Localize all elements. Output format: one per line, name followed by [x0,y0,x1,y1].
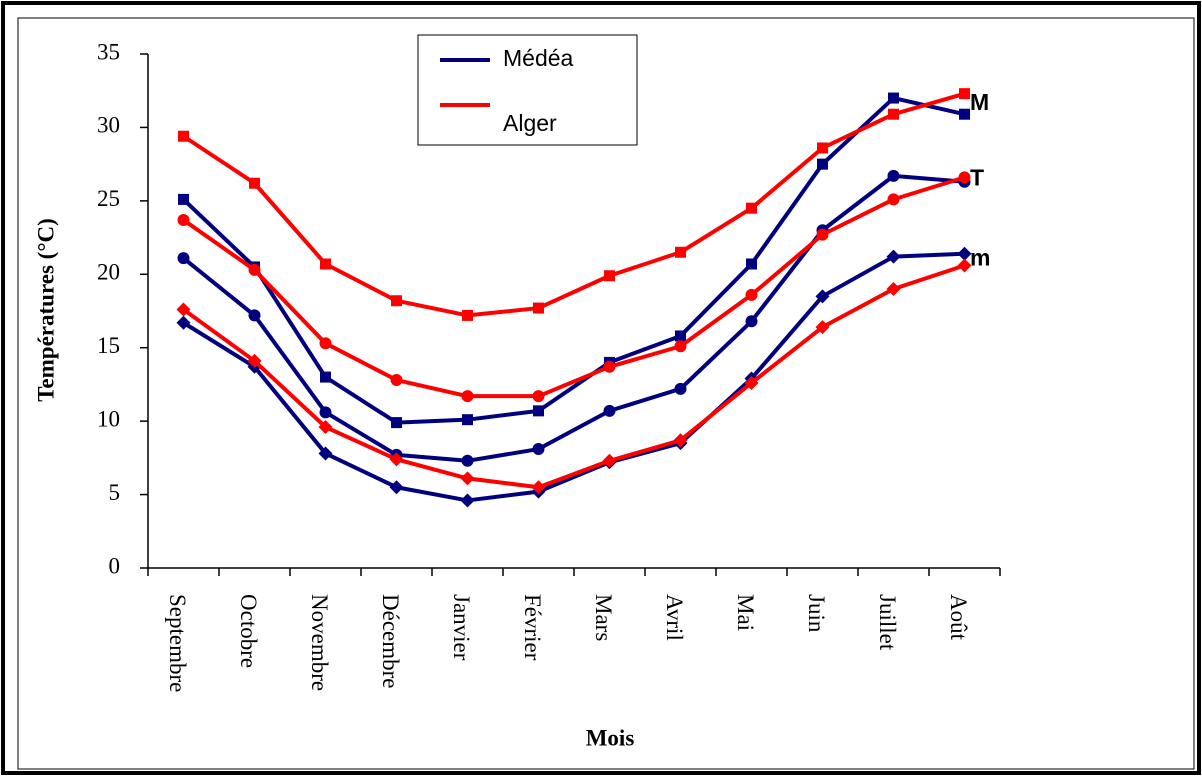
marker [461,390,474,403]
marker [887,193,900,206]
y-axis-title: Températures (°C) [33,218,58,402]
marker [389,452,404,467]
marker [320,371,331,383]
x-tick-label: Mars [591,594,616,641]
y-tick-label: 20 [97,260,120,285]
marker [320,258,331,270]
marker [532,443,545,456]
series-line [182,251,965,503]
marker [815,289,830,304]
marker [603,360,616,373]
marker [958,171,971,184]
series-line [182,96,965,425]
legend-label: Alger [503,110,557,136]
marker [959,108,970,120]
marker [602,453,617,468]
marker [247,353,262,368]
marker [673,433,688,448]
line-annotation: m [970,245,990,271]
marker [957,258,972,273]
x-tick-label: Mai [733,594,758,631]
y-tick-label: 10 [97,406,120,431]
marker [674,340,687,353]
marker [390,374,403,387]
series-line [182,263,966,490]
marker [533,405,544,417]
y-tick-label: 35 [97,39,120,64]
line-annotation: T [970,165,984,191]
marker [389,480,404,495]
marker [319,406,332,419]
marker [675,246,686,258]
marker [177,252,190,265]
marker [391,417,402,429]
line-annotation: M [970,89,989,115]
y-tick-label: 0 [109,553,121,578]
marker [886,249,901,264]
x-tick-label: Juillet [875,594,900,651]
marker [817,142,828,154]
x-tick-label: Août [946,594,971,641]
x-tick-label: Février [520,594,545,661]
y-tick-label: 5 [109,480,121,505]
x-tick-label: Avril [662,594,687,641]
marker [319,337,332,350]
x-tick-label: Octobre [236,594,261,668]
marker [816,228,829,241]
marker [248,263,261,276]
chart-frame [17,17,1195,770]
marker [888,92,899,104]
legend-box [417,34,638,146]
marker [746,258,757,270]
marker [318,446,333,461]
y-tick-label: 30 [97,113,120,138]
marker [178,130,189,142]
y-tick-label: 15 [97,333,120,358]
marker [391,295,402,307]
x-tick-label: Juin [804,594,829,633]
marker [603,404,616,417]
series-line [182,175,966,399]
marker [462,309,473,321]
marker [176,302,191,317]
marker [817,158,828,170]
marker [249,177,260,189]
marker [887,169,900,182]
marker [604,270,615,282]
x-axis-title: Mois [586,725,635,750]
series-line [182,173,965,463]
marker [531,480,546,495]
marker [318,420,333,435]
marker [178,193,189,205]
x-tick-label: Janvier [449,594,474,661]
marker [745,288,758,301]
marker [744,375,759,390]
marker [176,315,191,330]
marker [959,88,970,100]
marker [815,320,830,335]
marker [957,246,972,261]
marker [533,302,544,314]
y-tick-label: 25 [97,186,120,211]
marker [674,382,687,395]
marker [745,315,758,328]
marker [675,330,686,342]
marker [888,108,899,120]
marker [460,493,475,508]
x-tick-label: Décembre [378,594,403,689]
x-tick-label: Novembre [307,594,332,691]
marker [746,202,757,214]
marker [248,309,261,322]
series-line [182,91,966,318]
legend-label: Médéa [503,45,574,71]
marker [462,414,473,426]
x-tick-label: Septembre [165,594,190,692]
marker [177,213,190,226]
marker [532,390,545,403]
marker [460,471,475,486]
marker [886,281,901,296]
marker [461,454,474,467]
